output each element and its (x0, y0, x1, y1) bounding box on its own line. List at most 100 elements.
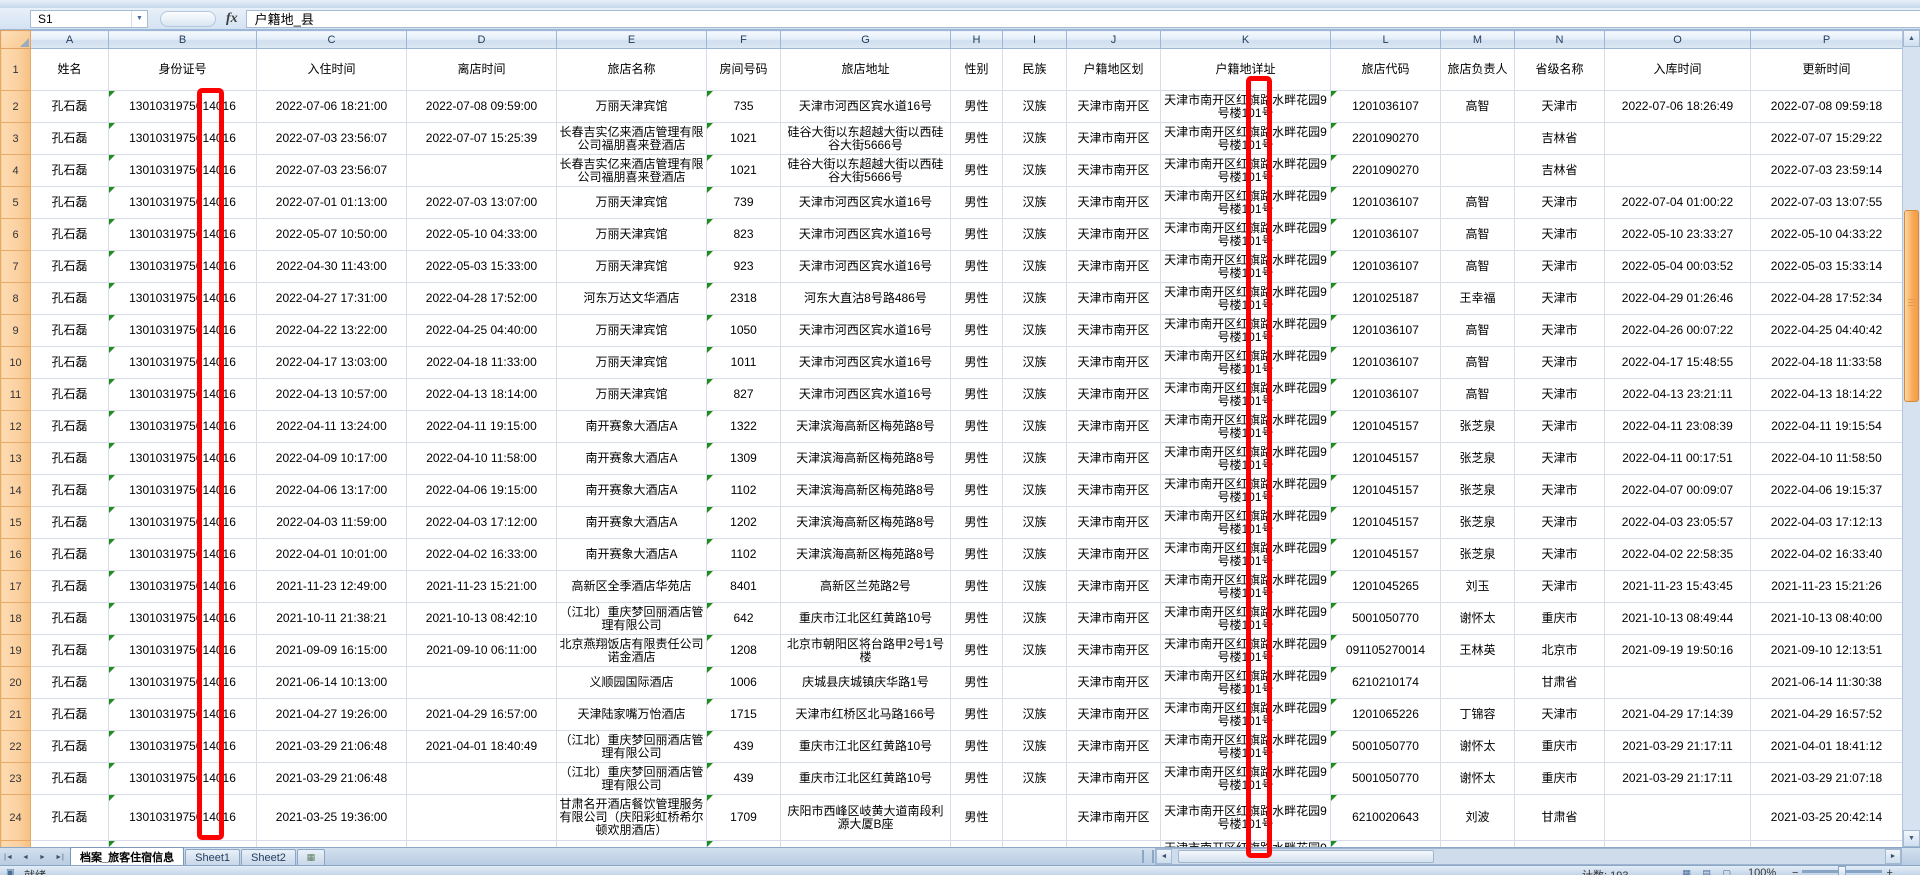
cell-L2[interactable]: 1201036107 (1330, 90, 1441, 123)
row-header-23[interactable]: 23 (0, 762, 31, 795)
cell-D1[interactable]: 离店时间 (406, 48, 557, 91)
cell-I12[interactable]: 汉族 (1002, 410, 1067, 443)
cell-F10[interactable]: 1011 (706, 346, 781, 379)
row-header-21[interactable]: 21 (0, 698, 31, 731)
cell-M17[interactable]: 刘玉 (1440, 570, 1515, 603)
cell-D4[interactable] (406, 154, 557, 187)
cell-J2[interactable]: 天津市南开区 (1066, 90, 1161, 123)
cell-N10[interactable]: 天津市 (1514, 346, 1605, 379)
vertical-scrollbar[interactable]: ▲ ▼ (1902, 30, 1920, 847)
cell-P20[interactable]: 2021-06-14 11:30:38 (1750, 666, 1902, 699)
cell-K20[interactable]: 天津市南开区红旗路水畔花园9号楼101号 (1160, 666, 1331, 699)
cell-F16[interactable]: 1102 (706, 538, 781, 571)
cell-P21[interactable]: 2021-04-29 16:57:52 (1750, 698, 1902, 731)
cell-G20[interactable]: 庆城县庆城镇庆华路1号 (780, 666, 951, 699)
cell-C4[interactable]: 2022-07-03 23:56:07 (256, 154, 407, 187)
cell-O5[interactable]: 2022-07-04 01:00:22 (1604, 186, 1751, 219)
cell-E11[interactable]: 万丽天津宾馆 (556, 378, 707, 411)
cell-P9[interactable]: 2022-04-25 04:40:42 (1750, 314, 1902, 347)
cell-J23[interactable]: 天津市南开区 (1066, 762, 1161, 795)
cell-I17[interactable]: 汉族 (1002, 570, 1067, 603)
row-header-24[interactable]: 24 (0, 794, 31, 841)
cell-G18[interactable]: 重庆市江北区红黄路10号 (780, 602, 951, 635)
cell-K19[interactable]: 天津市南开区红旗路水畔花园9号楼101号 (1160, 634, 1331, 667)
horizontal-scrollbar-thumb[interactable] (1178, 850, 1434, 863)
cell-F15[interactable]: 1202 (706, 506, 781, 539)
cell-G23[interactable]: 重庆市江北区红黄路10号 (780, 762, 951, 795)
cell-P10[interactable]: 2022-04-18 11:33:58 (1750, 346, 1902, 379)
cell-A1[interactable]: 姓名 (30, 48, 109, 91)
cell-H18[interactable]: 男性 (950, 602, 1003, 635)
cell-B17[interactable]: 1301031975014016 (108, 570, 257, 603)
cell-C20[interactable]: 2021-06-14 10:13:00 (256, 666, 407, 699)
cell-E7[interactable]: 万丽天津宾馆 (556, 250, 707, 283)
cell-A22[interactable]: 孔石磊 (30, 730, 109, 763)
select-all-corner[interactable] (0, 30, 31, 49)
cell-E12[interactable]: 南开赛象大酒店A (556, 410, 707, 443)
cell-O21[interactable]: 2021-04-29 17:14:39 (1604, 698, 1751, 731)
row-header-15[interactable]: 15 (0, 506, 31, 539)
cell-H1[interactable]: 性别 (950, 48, 1003, 91)
cell-K2[interactable]: 天津市南开区红旗路水畔花园9号楼101号 (1160, 90, 1331, 123)
cell-I19[interactable]: 汉族 (1002, 634, 1067, 667)
cell-G16[interactable]: 天津滨海高新区梅苑路8号 (780, 538, 951, 571)
cell-G9[interactable]: 天津市河西区宾水道16号 (780, 314, 951, 347)
cell-N17[interactable]: 天津市 (1514, 570, 1605, 603)
row-header-7[interactable]: 7 (0, 250, 31, 283)
cell-O9[interactable]: 2022-04-26 00:07:22 (1604, 314, 1751, 347)
cell-H17[interactable]: 男性 (950, 570, 1003, 603)
cell-J14[interactable]: 天津市南开区 (1066, 474, 1161, 507)
cell-E21[interactable]: 天津陆家嘴万怡酒店 (556, 698, 707, 731)
cell-D21[interactable]: 2021-04-29 16:57:00 (406, 698, 557, 731)
cell-N18[interactable]: 重庆市 (1514, 602, 1605, 635)
cell-B23[interactable]: 1301031975014016 (108, 762, 257, 795)
cell-B18[interactable]: 1301031975014016 (108, 602, 257, 635)
cell-K21[interactable]: 天津市南开区红旗路水畔花园9号楼101号 (1160, 698, 1331, 731)
cell-I3[interactable]: 汉族 (1002, 122, 1067, 155)
cell-C8[interactable]: 2022-04-27 17:31:00 (256, 282, 407, 315)
row-header-19[interactable]: 19 (0, 634, 31, 667)
cell-J9[interactable]: 天津市南开区 (1066, 314, 1161, 347)
cell-O22[interactable]: 2021-03-29 21:17:11 (1604, 730, 1751, 763)
row-header-1[interactable]: 1 (0, 48, 31, 91)
cell-N12[interactable]: 天津市 (1514, 410, 1605, 443)
column-header-D[interactable]: D (406, 30, 557, 49)
cell-H15[interactable]: 男性 (950, 506, 1003, 539)
cell-L15[interactable]: 1201045157 (1330, 506, 1441, 539)
cell-F22[interactable]: 439 (706, 730, 781, 763)
cell-A5[interactable]: 孔石磊 (30, 186, 109, 219)
cell-F6[interactable]: 823 (706, 218, 781, 251)
cell-P7[interactable]: 2022-05-03 15:33:14 (1750, 250, 1902, 283)
cell-G21[interactable]: 天津市红桥区北马路166号 (780, 698, 951, 731)
cell-O20[interactable] (1604, 666, 1751, 699)
row-header-9[interactable]: 9 (0, 314, 31, 347)
cell-N3[interactable]: 吉林省 (1514, 122, 1605, 155)
cell-E16[interactable]: 南开赛象大酒店A (556, 538, 707, 571)
cell-K6[interactable]: 天津市南开区红旗路水畔花园9号楼101号 (1160, 218, 1331, 251)
cell-F13[interactable]: 1309 (706, 442, 781, 475)
row-header-4[interactable]: 4 (0, 154, 31, 187)
cell-L20[interactable]: 6210210174 (1330, 666, 1441, 699)
cell-F20[interactable]: 1006 (706, 666, 781, 699)
cell-M16[interactable]: 张芝泉 (1440, 538, 1515, 571)
row-header-18[interactable]: 18 (0, 602, 31, 635)
cell-G11[interactable]: 天津市河西区宾水道16号 (780, 378, 951, 411)
cell-K4[interactable]: 天津市南开区红旗路水畔花园9号楼101号 (1160, 154, 1331, 187)
cell-P8[interactable]: 2022-04-28 17:52:34 (1750, 282, 1902, 315)
cell-F5[interactable]: 739 (706, 186, 781, 219)
cell-D14[interactable]: 2022-04-06 19:15:00 (406, 474, 557, 507)
cell-O23[interactable]: 2021-03-29 21:17:11 (1604, 762, 1751, 795)
cell-C21[interactable]: 2021-04-27 19:26:00 (256, 698, 407, 731)
cell-O19[interactable]: 2021-09-19 19:50:16 (1604, 634, 1751, 667)
cell-B12[interactable]: 1301031975014016 (108, 410, 257, 443)
cell-J15[interactable]: 天津市南开区 (1066, 506, 1161, 539)
cell-E15[interactable]: 南开赛象大酒店A (556, 506, 707, 539)
cell-J8[interactable]: 天津市南开区 (1066, 282, 1161, 315)
cell-D20[interactable] (406, 666, 557, 699)
cell-I6[interactable]: 汉族 (1002, 218, 1067, 251)
cell-E24[interactable]: 甘肃名开酒店餐饮管理服务有限公司（庆阳彩虹桥希尔顿欢朋酒店） (556, 794, 707, 841)
column-header-C[interactable]: C (256, 30, 407, 49)
cell-P24[interactable]: 2021-03-25 20:42:14 (1750, 794, 1902, 841)
cell-O8[interactable]: 2022-04-29 01:26:46 (1604, 282, 1751, 315)
cell-B3[interactable]: 1301031975014016 (108, 122, 257, 155)
